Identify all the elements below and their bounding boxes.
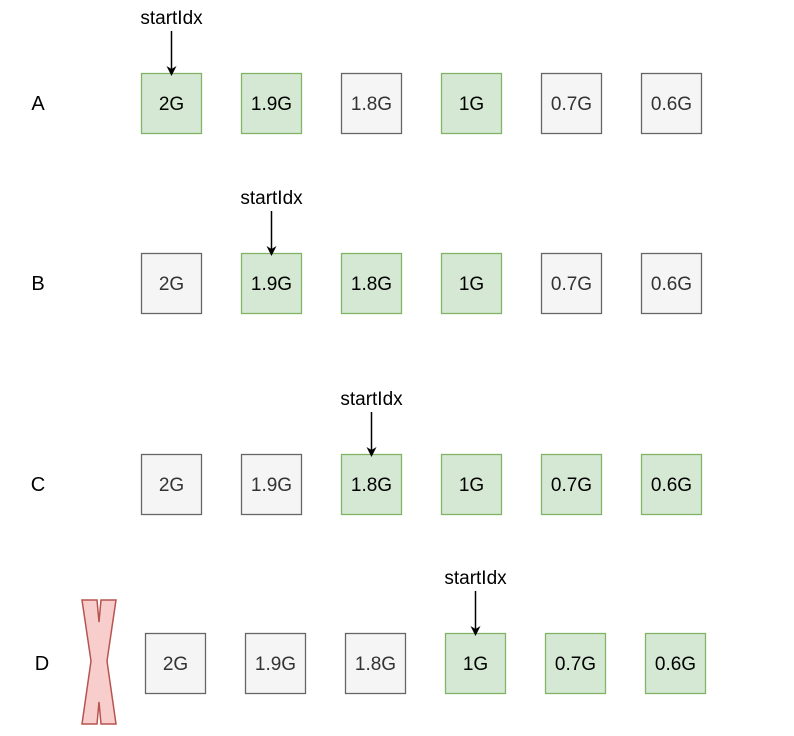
pointer-label: startIdx (444, 568, 507, 589)
row-label: B (31, 273, 44, 295)
block-unselected (640, 72, 703, 135)
block-label: 2G (159, 94, 184, 115)
memory-block: 0.6G (640, 453, 703, 516)
memory-block: 2G (140, 252, 203, 315)
memory-block: 0.7G (540, 72, 603, 135)
block-label: 0.7G (551, 94, 592, 115)
block-selected (440, 252, 503, 315)
block-selected (644, 632, 707, 695)
memory-block: 1.9G (240, 72, 303, 135)
block-label: 1.8G (355, 654, 396, 675)
memory-block: 1G (440, 72, 503, 135)
row-d: D 2G 1.9G 1.8G 1G 0.7G 0.6G startIdx (35, 568, 707, 725)
block-label: 1.9G (255, 654, 296, 675)
block-selected (440, 72, 503, 135)
start-pointer: startIdx (140, 8, 203, 76)
row-c: C 2G 1.9G 1.8G 1G 0.7G 0.6G startIdx (31, 389, 703, 516)
memory-block: 1.8G (340, 453, 403, 516)
block-label: 0.7G (555, 654, 596, 675)
block-selected (340, 252, 403, 315)
block-selected (240, 252, 303, 315)
block-label: 1G (463, 654, 488, 675)
block-unselected (340, 72, 403, 135)
memory-block: 1G (440, 252, 503, 315)
block-selected (640, 453, 703, 516)
memory-block: 1G (440, 453, 503, 516)
pointer-label: startIdx (240, 188, 303, 209)
memory-block: 0.7G (540, 453, 603, 516)
block-unselected (144, 632, 207, 695)
row-b: B 2G 1.9G 1.8G 1G 0.7G 0.6G startIdx (31, 188, 703, 315)
row-a: A 2G 1.9G 1.8G 1G 0.7G 0.6G startIdx (31, 8, 703, 135)
start-pointer: startIdx (340, 389, 403, 457)
block-label: 0.6G (651, 94, 692, 115)
start-pointer: startIdx (240, 188, 303, 256)
block-unselected (540, 72, 603, 135)
block-selected (544, 632, 607, 695)
row-label: A (31, 93, 45, 115)
row-label: C (31, 474, 45, 496)
memory-block: 1.9G (244, 632, 307, 695)
pointer-label: startIdx (340, 389, 403, 410)
block-label: 2G (159, 274, 184, 295)
block-label: 1.9G (251, 274, 292, 295)
memory-block: 0.7G (544, 632, 607, 695)
memory-block: 1.8G (340, 252, 403, 315)
memory-block: 0.6G (640, 72, 703, 135)
block-label: 0.6G (655, 654, 696, 675)
block-label: 2G (163, 654, 188, 675)
memory-block: 1.9G (240, 252, 303, 315)
block-label: 1G (459, 94, 484, 115)
block-label: 1.9G (251, 475, 292, 496)
block-label: 0.7G (551, 274, 592, 295)
block-unselected (140, 252, 203, 315)
memory-block: 0.6G (644, 632, 707, 695)
memory-block: 2G (140, 72, 203, 135)
memory-block: 0.7G (540, 252, 603, 315)
block-selected (540, 453, 603, 516)
row-label: D (35, 653, 49, 675)
memory-block: 1.8G (344, 632, 407, 695)
block-label: 1G (459, 274, 484, 295)
block-unselected (244, 632, 307, 695)
memory-block: 1G (444, 632, 507, 695)
block-selected (140, 72, 203, 135)
block-label: 1G (459, 475, 484, 496)
block-unselected (344, 632, 407, 695)
block-selected (440, 453, 503, 516)
block-selected (340, 453, 403, 516)
memory-block: 1.9G (240, 453, 303, 516)
memory-block: 0.6G (640, 252, 703, 315)
block-label: 1.8G (351, 94, 392, 115)
memory-block: 1.8G (340, 72, 403, 135)
block-label: 0.6G (651, 274, 692, 295)
block-selected (444, 632, 507, 695)
block-unselected (640, 252, 703, 315)
start-pointer: startIdx (444, 568, 507, 636)
memory-block: 2G (144, 632, 207, 695)
block-unselected (140, 453, 203, 516)
block-unselected (540, 252, 603, 315)
block-label: 2G (159, 475, 184, 496)
block-label: 1.9G (251, 94, 292, 115)
memory-block: 2G (140, 453, 203, 516)
block-label: 0.6G (651, 475, 692, 496)
block-label: 0.7G (551, 475, 592, 496)
block-label: 1.8G (351, 475, 392, 496)
pointer-label: startIdx (140, 8, 203, 29)
reject-cross-icon (81, 599, 117, 725)
block-label: 1.8G (351, 274, 392, 295)
block-unselected (240, 453, 303, 516)
block-selected (240, 72, 303, 135)
